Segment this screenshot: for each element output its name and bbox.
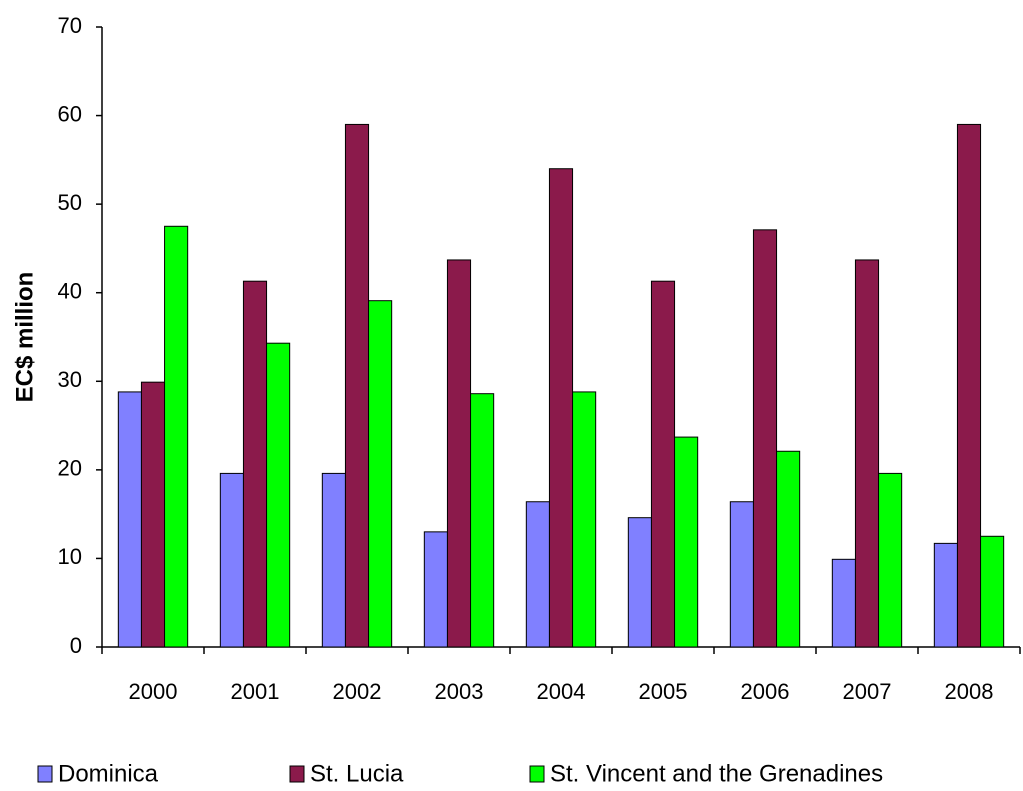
bar — [242, 280, 268, 648]
bar — [117, 391, 142, 648]
y-tick-label: 50 — [58, 190, 82, 215]
bar — [368, 300, 393, 648]
x-tick-label: 2003 — [435, 679, 484, 704]
bar — [219, 472, 244, 648]
bar — [752, 229, 778, 648]
bar — [423, 531, 448, 648]
y-tick-label: 40 — [58, 279, 82, 304]
x-tick-label: 2002 — [333, 679, 382, 704]
y-tick-label: 60 — [58, 101, 82, 126]
bar — [729, 501, 754, 648]
x-tick-label: 2005 — [639, 679, 688, 704]
bar — [627, 517, 652, 648]
y-tick-label: 70 — [58, 13, 82, 38]
bar — [878, 472, 903, 648]
legend-label: Dominica — [58, 760, 159, 787]
legend-swatch — [37, 765, 53, 783]
bar — [572, 391, 597, 648]
y-tick-label: 30 — [58, 367, 82, 392]
bar — [854, 259, 880, 648]
bar — [344, 123, 370, 648]
bar — [470, 393, 495, 648]
legend-label: St. Lucia — [310, 760, 404, 787]
x-tick-label: 2007 — [843, 679, 892, 704]
x-tick-label: 2008 — [945, 679, 994, 704]
bar — [548, 168, 574, 648]
bar — [140, 381, 166, 648]
bar — [776, 450, 801, 648]
bar — [321, 472, 346, 648]
bar — [831, 558, 856, 648]
x-tick-label: 2004 — [537, 679, 586, 704]
y-tick-label: 20 — [58, 456, 82, 481]
legend-label: St. Vincent and the Grenadines — [550, 760, 883, 787]
bar — [674, 436, 699, 648]
bar — [446, 259, 472, 648]
bar — [956, 123, 982, 648]
y-tick-label: 10 — [58, 544, 82, 569]
bar — [266, 342, 291, 648]
bar — [933, 542, 958, 648]
legend-swatch — [289, 765, 305, 783]
x-tick-label: 2001 — [231, 679, 280, 704]
legend-swatch — [529, 765, 545, 783]
x-tick-label: 2006 — [741, 679, 790, 704]
bar — [980, 535, 1005, 648]
x-tick-label: 2000 — [129, 679, 178, 704]
bar — [164, 225, 189, 648]
bar — [650, 280, 676, 648]
bar — [525, 501, 550, 648]
y-axis-label: EC$ million — [11, 272, 38, 403]
y-tick-label: 0 — [70, 633, 82, 658]
